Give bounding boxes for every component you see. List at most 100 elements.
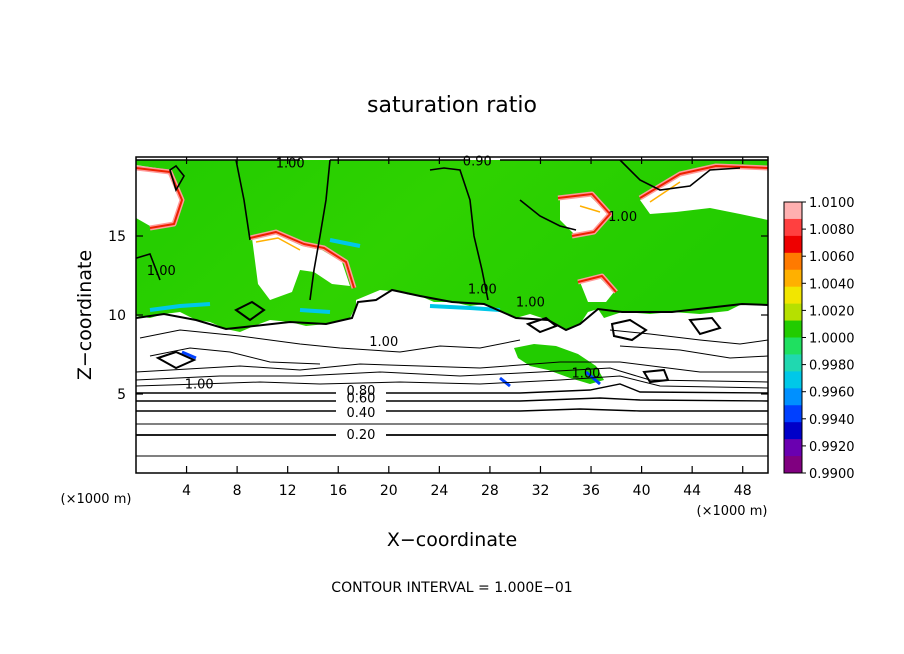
colorbar-label: 1.0040 [809, 277, 855, 292]
contour-label: 0.80 [347, 384, 376, 399]
contour-thin [136, 423, 768, 457]
x-axis: 4 8 12 16 20 24 28 32 36 40 44 48 [182, 157, 752, 499]
dry-patch [252, 234, 350, 300]
svg-text:1.00: 1.00 [185, 378, 214, 393]
colorbar-swatch [784, 252, 802, 271]
colorbar-label: 0.9980 [809, 359, 855, 374]
colorbar-swatch [784, 422, 802, 440]
colorbar-swatch [784, 405, 802, 423]
colorbar: 1.0100 1.0080 1.0060 1.0040 1.0020 1.0000 0.99… [783, 196, 855, 482]
x-axis-label: X−coordinate [387, 529, 517, 551]
svg-text:1.00: 1.00 [516, 295, 545, 310]
contour-label: 0.20 [347, 428, 376, 443]
x-tick-label: 8 [233, 483, 242, 499]
contour-label: 1.00 [185, 378, 214, 393]
contour-label: 1.00 [516, 295, 545, 310]
colorbar-label: 1.0020 [809, 304, 855, 319]
contour-label: 0.60 [347, 392, 376, 407]
contour-0.40 [136, 408, 768, 412]
colorbar-swatch [784, 269, 802, 288]
svg-text:0.20: 0.20 [347, 428, 376, 443]
colorbar-swatch [784, 286, 802, 305]
contour-layered [136, 361, 768, 389]
chart-title: saturation ratio [367, 93, 537, 118]
contour-cloud-base [139, 329, 768, 365]
x-unit-label: (×1000 m) [697, 504, 768, 519]
dry-patch [560, 196, 608, 234]
contour-interval-note: CONTOUR INTERVAL = 1.000E−01 [331, 580, 572, 596]
colorbar-swatch [784, 456, 802, 474]
colorbar-swatch [784, 337, 802, 355]
supersaturated-rims [136, 163, 768, 294]
x-tick-label: 48 [734, 483, 752, 499]
colorbar-swatch [784, 388, 802, 406]
colorbar-swatch [784, 202, 802, 220]
contour-label: 1.00 [369, 335, 398, 350]
dry-patch [136, 165, 180, 226]
rim-inner [136, 165, 768, 293]
colorbar-swatch [784, 371, 802, 389]
contour-cells [155, 300, 722, 384]
svg-text:1.00: 1.00 [468, 283, 497, 298]
contour-label: 0.90 [463, 155, 492, 170]
x-tick-label: 40 [633, 483, 651, 499]
edge-cyan [149, 238, 501, 314]
x-tick-label: 12 [279, 483, 297, 499]
colorbar-label: 1.0080 [809, 223, 855, 238]
y-axis: 5 10 15 [108, 229, 768, 403]
contour-1.00 [136, 288, 768, 332]
y-tick-label: 15 [108, 229, 126, 245]
colorbar-label: 0.9960 [809, 386, 855, 401]
y-unit-label: (×1000 m) [61, 492, 132, 507]
dry-patch [356, 290, 436, 338]
colorbar-label: 1.0100 [809, 196, 855, 211]
contour-0.80 [136, 383, 768, 394]
saturated-patch [514, 344, 604, 384]
x-tick-label: 32 [532, 483, 550, 499]
colorbar-swatch [784, 354, 802, 372]
x-tick-label: 28 [481, 483, 499, 499]
contour-label: 1.00 [468, 283, 497, 298]
svg-text:1.00: 1.00 [608, 210, 637, 225]
contour-label: 1.00 [147, 264, 176, 279]
y-tick-label: 5 [117, 387, 126, 403]
dry-patch [580, 278, 614, 302]
contour-label: 0.40 [347, 406, 376, 421]
x-tick-label: 44 [683, 483, 701, 499]
colorbar-swatch [784, 218, 802, 237]
svg-text:1.00: 1.00 [276, 156, 305, 171]
colorbar-swatch [784, 439, 802, 457]
contour-label: 1.00 [608, 210, 637, 225]
contour-label: 1.00 [572, 366, 601, 381]
y-axis-label: Z−coordinate [74, 250, 96, 380]
svg-text:1.00: 1.00 [147, 264, 176, 279]
x-tick-label: 36 [582, 483, 600, 499]
svg-text:0.40: 0.40 [347, 406, 376, 421]
colorbar-label: 0.9900 [809, 467, 855, 482]
x-tick-label: 24 [430, 483, 448, 499]
contour-labels: 1.00 0.90 1.00 1.00 1.00 1.00 1.00 1.00 1.00 0.80… [147, 155, 637, 443]
x-tick-label: 4 [182, 483, 191, 499]
contour-lines [136, 159, 768, 457]
plot-area [135, 156, 769, 474]
svg-text:0.60: 0.60 [347, 392, 376, 407]
contour-0.60 [136, 397, 768, 402]
colorbar-swatch [784, 235, 802, 254]
colorbar-swatch [784, 320, 802, 338]
svg-text:1.00: 1.00 [369, 335, 398, 350]
colorbar-label: 0.9940 [809, 413, 855, 428]
svg-text:0.80: 0.80 [347, 384, 376, 399]
x-tick-label: 16 [329, 483, 347, 499]
rim-yellow [255, 181, 681, 251]
svg-text:0.90: 0.90 [463, 155, 492, 170]
y-tick-label: 10 [108, 308, 126, 324]
colorbar-swatch [784, 303, 802, 322]
svg-text:1.00: 1.00 [572, 366, 601, 381]
colorbar-label: 1.0000 [809, 332, 855, 347]
x-tick-label: 20 [380, 483, 398, 499]
colorbar-label: 0.9920 [809, 440, 855, 455]
contour-label: 1.00 [276, 156, 305, 171]
colorbar-label: 1.0060 [809, 250, 855, 265]
contour-1.00 [136, 159, 741, 301]
